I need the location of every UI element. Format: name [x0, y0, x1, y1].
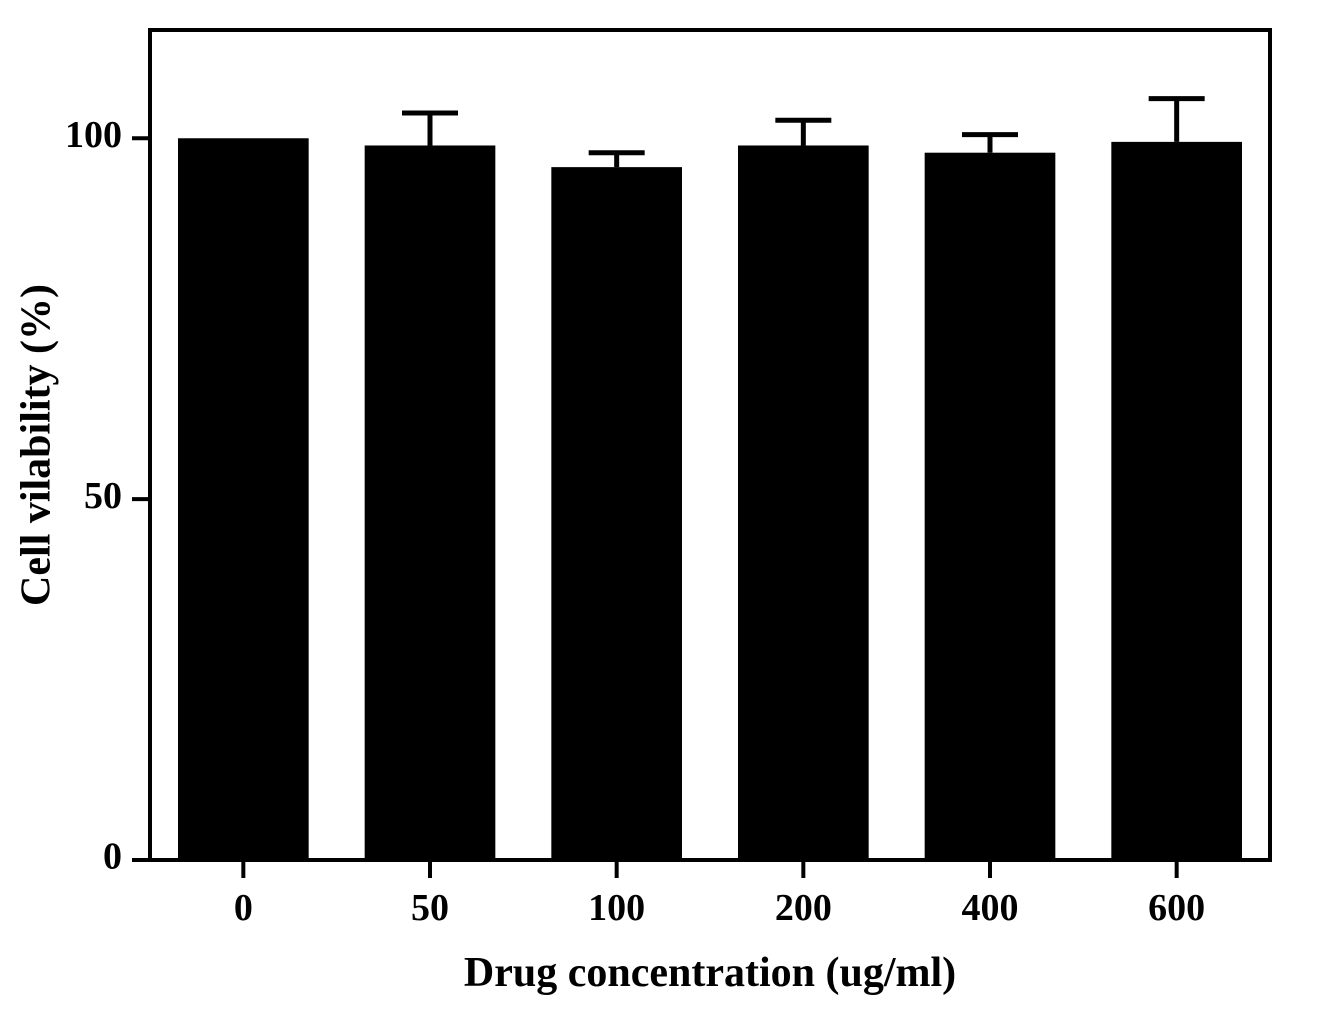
bar	[178, 138, 309, 860]
bar	[738, 145, 869, 860]
chart-container: 0 50 100 Cell vilability (%) 0 50 100 200 400 600…	[0, 0, 1330, 1030]
bar	[551, 167, 682, 860]
y-tick-label: 50	[84, 475, 122, 517]
bar	[925, 153, 1056, 860]
y-axis-title: Cell vilability (%)	[14, 284, 60, 606]
x-tick-label: 0	[234, 887, 253, 929]
x-tick-label: 50	[411, 887, 449, 929]
x-tick-label: 100	[588, 887, 645, 929]
bar	[365, 145, 496, 860]
x-tick-label: 400	[962, 887, 1019, 929]
x-tick-label: 200	[775, 887, 832, 929]
bar	[1111, 142, 1242, 860]
bar-chart: 0 50 100 Cell vilability (%) 0 50 100 200 400 600…	[0, 0, 1330, 1030]
y-tick-label: 100	[65, 114, 122, 156]
y-tick-label: 0	[103, 836, 122, 878]
x-axis-title: Drug concentration (ug/ml)	[464, 950, 956, 996]
x-tick-label: 600	[1148, 887, 1205, 929]
